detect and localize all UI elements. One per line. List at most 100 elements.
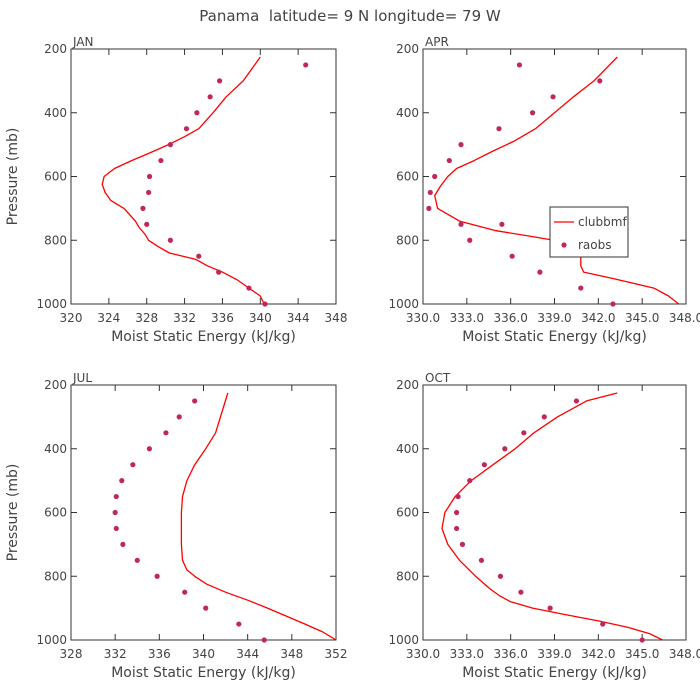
obs-point — [518, 589, 524, 595]
obs-point — [496, 126, 502, 132]
panel-label: APR — [425, 35, 449, 49]
obs-point — [182, 589, 188, 595]
obs-point — [478, 557, 485, 563]
obs-point — [176, 414, 182, 420]
y-tick-label: 1000 — [36, 297, 67, 311]
model-profile-line — [441, 392, 663, 641]
obs-point — [154, 573, 160, 579]
panel-label: JUL — [72, 371, 92, 385]
y-tick-label: 200 — [396, 42, 419, 56]
plot-frame — [70, 384, 337, 641]
legend-box — [549, 206, 629, 258]
y-axis-label: Pressure (mb) — [5, 464, 21, 562]
x-tick-label: 348 — [325, 311, 348, 325]
x-tick-label: 342.0 — [581, 311, 615, 325]
obs-point — [537, 269, 543, 275]
obs-point — [458, 221, 464, 227]
x-tick-label: 345.0 — [625, 311, 659, 325]
obs-point — [573, 398, 580, 404]
obs-point — [455, 493, 461, 500]
y-tick-label: 1000 — [36, 633, 67, 647]
obs-point — [146, 446, 152, 452]
x-tick-label: 339.0 — [537, 311, 571, 325]
obs-point — [547, 605, 553, 611]
x-tick-label: 336.0 — [493, 647, 527, 661]
obs-point — [499, 221, 505, 227]
legend-label: raobs — [578, 238, 612, 252]
x-tick-label: 344 — [236, 647, 259, 661]
model-profile-line — [434, 56, 680, 305]
obs-point — [454, 525, 460, 532]
obs-point — [216, 269, 222, 275]
y-tick-label: 1000 — [388, 297, 419, 311]
obs-point — [458, 142, 464, 148]
y-tick-label: 400 — [396, 106, 419, 120]
y-tick-label: 600 — [396, 506, 419, 520]
model-profile-line — [101, 56, 265, 305]
legend-label: clubbmf — [578, 215, 627, 229]
y-tick-label: 200 — [396, 378, 419, 392]
obs-point — [262, 301, 268, 307]
x-tick-label: 348.0 — [669, 311, 700, 325]
obs-point — [113, 493, 119, 500]
obs-point — [541, 414, 547, 420]
obs-point — [146, 173, 153, 180]
obs-point — [639, 637, 645, 643]
obs-point — [130, 462, 136, 468]
obs-point — [246, 285, 252, 291]
plot-frame — [422, 48, 687, 305]
obs-point — [467, 478, 473, 484]
x-tick-label: 330.0 — [406, 311, 440, 325]
x-tick-label: 340 — [192, 647, 215, 661]
y-tick-label: 400 — [396, 442, 419, 456]
y-tick-label: 600 — [44, 170, 67, 184]
obs-point — [163, 430, 169, 436]
obs-point — [146, 189, 152, 196]
x-tick-label: 336.0 — [493, 311, 527, 325]
obs-point — [134, 557, 140, 563]
x-tick-label: 332 — [173, 311, 196, 325]
obs-point — [158, 157, 164, 164]
x-tick-label: 339.0 — [537, 647, 571, 661]
obs-point — [509, 253, 515, 259]
y-axis-label: Pressure (mb) — [5, 128, 21, 226]
obs-point — [610, 301, 616, 307]
y-tick-label: 800 — [396, 569, 419, 583]
obs-point — [192, 398, 198, 404]
x-tick-label: 348.0 — [669, 647, 700, 661]
obs-point — [236, 621, 242, 627]
x-tick-label: 336 — [211, 311, 234, 325]
obs-point — [167, 142, 173, 148]
obs-point — [426, 205, 432, 211]
obs-point — [481, 462, 487, 468]
x-axis-label: Moist Static Energy (kJ/kg) — [462, 665, 647, 681]
obs-point — [207, 94, 213, 100]
y-tick-label: 200 — [44, 42, 67, 56]
obs-point — [432, 173, 438, 180]
panel-label: JAN — [72, 35, 94, 49]
x-tick-label: 330.0 — [406, 647, 440, 661]
y-tick-label: 600 — [44, 506, 67, 520]
obs-point — [521, 430, 527, 436]
obs-point — [203, 605, 209, 611]
y-tick-label: 200 — [44, 378, 67, 392]
obs-point — [119, 478, 125, 484]
x-tick-label: 324 — [97, 311, 120, 325]
obs-point — [578, 285, 584, 291]
obs-point — [600, 621, 606, 627]
obs-point — [427, 189, 433, 196]
x-tick-label: 333.0 — [450, 647, 484, 661]
x-tick-label: 340 — [249, 311, 272, 325]
obs-point — [454, 509, 460, 516]
obs-point — [502, 446, 508, 452]
model-profile-line — [180, 392, 337, 641]
x-tick-label: 342.0 — [581, 647, 615, 661]
x-tick-label: 336 — [148, 647, 171, 661]
obs-point — [183, 126, 190, 132]
panel-label: OCT — [425, 371, 451, 385]
x-tick-label: 320 — [60, 311, 83, 325]
y-tick-label: 400 — [44, 106, 67, 120]
